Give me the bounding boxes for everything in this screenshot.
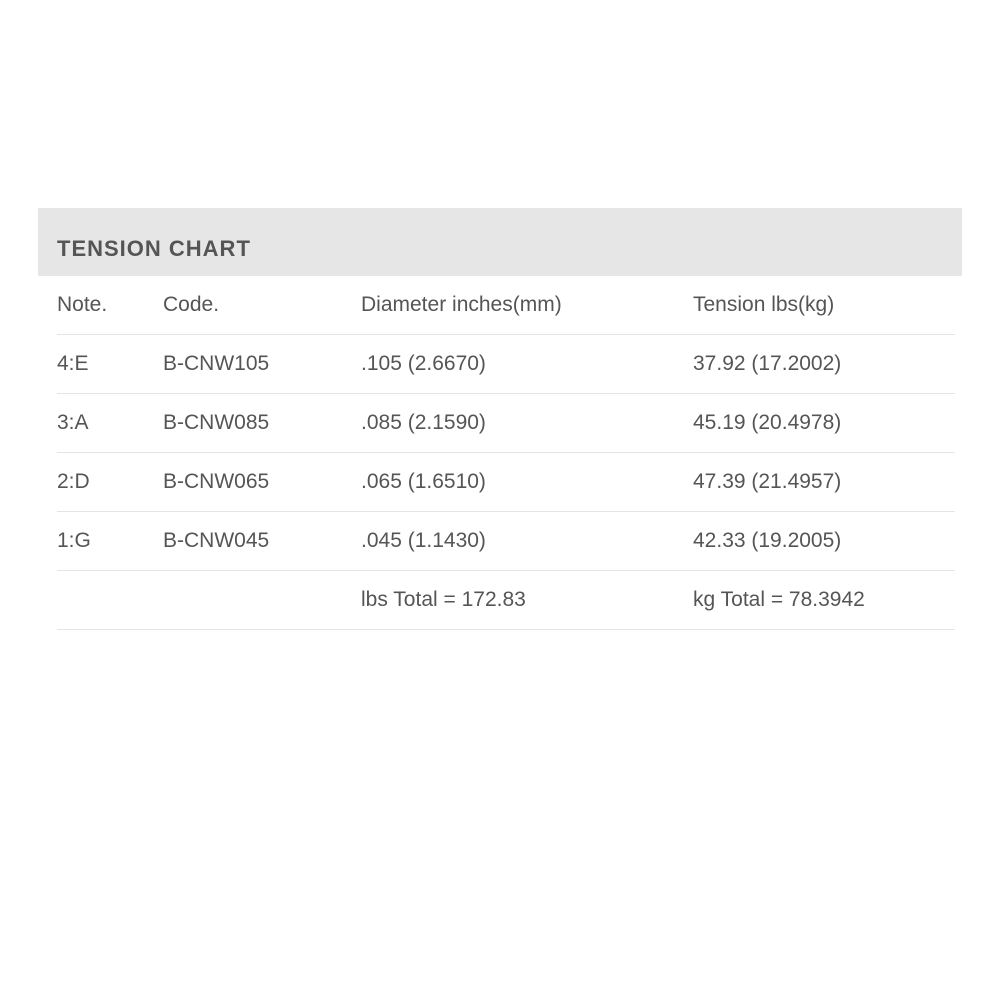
code-cell: B-CNW045 bbox=[163, 511, 361, 571]
column-header-code: Code. bbox=[163, 276, 361, 335]
empty-cell bbox=[163, 570, 361, 630]
tension-cell: 45.19 (20.4978) bbox=[693, 393, 955, 453]
note-cell: 2:D bbox=[57, 452, 163, 512]
kg-total: kg Total = 78.3942 bbox=[693, 570, 955, 630]
diameter-cell: .065 (1.6510) bbox=[361, 452, 693, 512]
column-header-note: Note. bbox=[57, 276, 163, 335]
diameter-cell: .105 (2.6670) bbox=[361, 334, 693, 394]
table-row: 2:D B-CNW065.065 (1.6510) 47.39 (21.4957) bbox=[57, 452, 955, 512]
table-row: 4:E B-CNW105.105 (2.6670) 37.92 (17.2002) bbox=[57, 334, 955, 394]
tension-cell: 47.39 (21.4957) bbox=[693, 452, 955, 512]
table-row: 1:G B-CNW045.045 (1.1430) 42.33 (19.2005) bbox=[57, 511, 955, 571]
lbs-total: lbs Total = 172.83 bbox=[361, 570, 693, 630]
note-cell: 4:E bbox=[57, 334, 163, 394]
totals-row: lbs Total = 172.83 kg Total = 78.3942 bbox=[57, 570, 955, 630]
diameter-cell: .085 (2.1590) bbox=[361, 393, 693, 453]
note-cell: 3:A bbox=[57, 393, 163, 453]
header-row: Note. Code. Diameter inches(mm) Tension … bbox=[57, 276, 955, 335]
empty-cell bbox=[57, 570, 163, 630]
table-row: 3:A B-CNW085.085 (2.1590) 45.19 (20.4978) bbox=[57, 393, 955, 453]
title-band: TENSION CHART bbox=[38, 208, 962, 276]
tension-table: Note. Code. Diameter inches(mm) Tension … bbox=[57, 276, 955, 630]
column-header-diameter: Diameter inches(mm) bbox=[361, 276, 693, 335]
tension-cell: 37.92 (17.2002) bbox=[693, 334, 955, 394]
code-cell: B-CNW105 bbox=[163, 334, 361, 394]
column-header-tension: Tension lbs(kg) bbox=[693, 276, 955, 335]
tension-cell: 42.33 (19.2005) bbox=[693, 511, 955, 571]
code-cell: B-CNW085 bbox=[163, 393, 361, 453]
page-title: TENSION CHART bbox=[57, 236, 251, 261]
code-cell: B-CNW065 bbox=[163, 452, 361, 512]
note-cell: 1:G bbox=[57, 511, 163, 571]
diameter-cell: .045 (1.1430) bbox=[361, 511, 693, 571]
